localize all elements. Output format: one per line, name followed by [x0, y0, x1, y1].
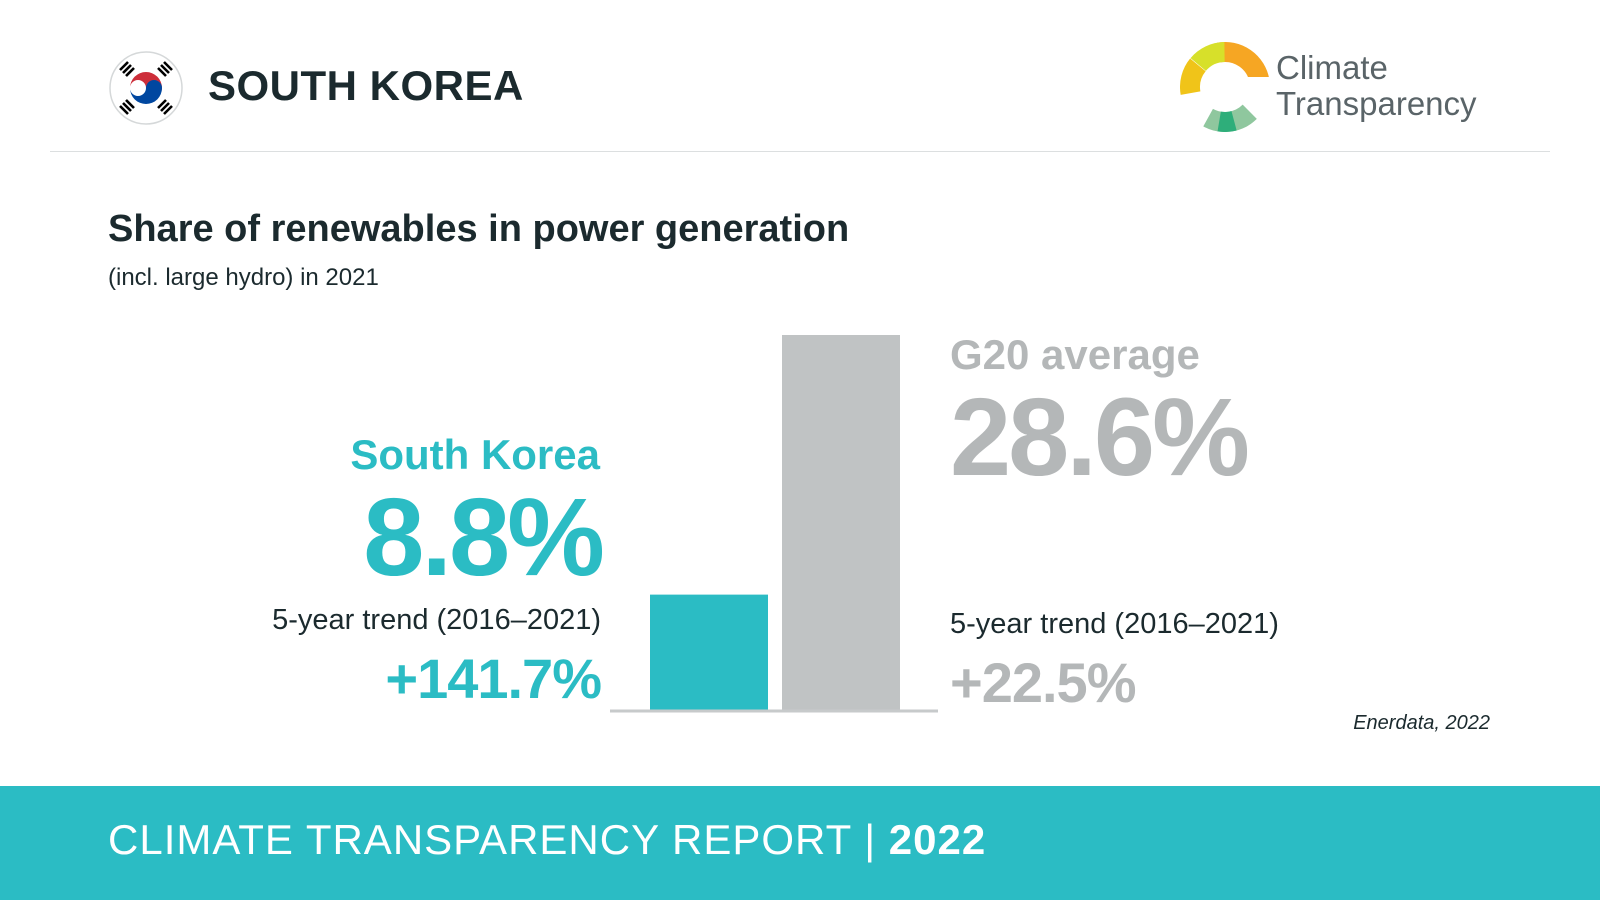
footer-bar — [0, 786, 1600, 900]
footer-report-name: CLIMATE TRANSPARENCY REPORT — [108, 816, 852, 863]
south-korea-value: 8.8% — [363, 476, 605, 599]
footer-year: 2022 — [888, 816, 987, 863]
bar-g20-average — [782, 335, 900, 710]
g20-trend-label: 5-year trend (2016–2021) — [950, 608, 1279, 640]
south-korea-label: South Korea — [350, 431, 600, 478]
chart-title: Share of renewables in power generation — [108, 208, 850, 250]
g20-average-label: G20 average — [950, 331, 1200, 378]
country-title: SOUTH KOREA — [208, 62, 524, 109]
brand-line-2: Transparency — [1276, 85, 1477, 122]
brand-name: Climate Transparency — [1276, 50, 1477, 122]
footer-title: CLIMATE TRANSPARENCY REPORT | 2022 — [108, 816, 986, 864]
header-divider — [50, 151, 1550, 152]
bar-south-korea — [650, 594, 768, 710]
south-korea-trend-label: 5-year trend (2016–2021) — [272, 604, 601, 636]
south-korea-trend-value: +141.7% — [385, 647, 602, 710]
chart-subtitle: (incl. large hydro) in 2021 — [108, 264, 379, 291]
brand-line-1: Climate — [1276, 49, 1388, 86]
g20-trend-value: +22.5% — [950, 651, 1136, 714]
climate-transparency-logo-icon — [1180, 42, 1270, 132]
bar-chart — [610, 335, 938, 713]
footer-separator: | — [864, 816, 877, 863]
south-korea-flag-icon — [109, 51, 183, 125]
g20-average-value: 28.6% — [950, 376, 1250, 499]
source-note: Enerdata, 2022 — [1353, 712, 1490, 734]
